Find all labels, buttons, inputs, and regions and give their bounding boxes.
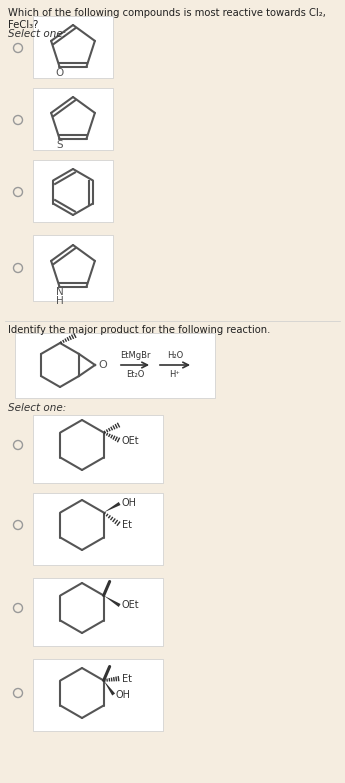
FancyBboxPatch shape: [33, 659, 163, 731]
Text: Et: Et: [122, 673, 132, 684]
FancyBboxPatch shape: [33, 578, 163, 646]
Text: Et: Et: [122, 519, 132, 529]
Text: H⁺: H⁺: [169, 370, 180, 379]
Text: O: O: [98, 360, 107, 370]
FancyBboxPatch shape: [15, 333, 215, 398]
Text: OEt: OEt: [122, 435, 139, 446]
Polygon shape: [104, 680, 115, 695]
FancyBboxPatch shape: [33, 88, 113, 150]
Text: S: S: [56, 139, 63, 150]
Text: OH: OH: [116, 691, 131, 701]
FancyBboxPatch shape: [33, 160, 113, 222]
Text: Which of the following compounds is most reactive towards Cl₂, FeCl₃?: Which of the following compounds is most…: [8, 8, 326, 30]
Text: OH: OH: [122, 499, 137, 508]
Text: N: N: [56, 287, 63, 297]
Polygon shape: [104, 502, 120, 513]
FancyBboxPatch shape: [33, 415, 163, 483]
Text: H₂O: H₂O: [167, 351, 183, 360]
Text: Select one:: Select one:: [8, 403, 66, 413]
Text: O: O: [55, 67, 63, 78]
Polygon shape: [104, 596, 121, 607]
Text: H: H: [56, 296, 63, 305]
Text: Et₂O: Et₂O: [126, 370, 144, 379]
FancyBboxPatch shape: [33, 493, 163, 565]
FancyBboxPatch shape: [33, 16, 113, 78]
FancyBboxPatch shape: [33, 235, 113, 301]
Text: OEt: OEt: [122, 601, 139, 611]
Text: EtMgBr: EtMgBr: [120, 351, 150, 360]
Text: Identify the major product for the following reaction.: Identify the major product for the follo…: [8, 325, 270, 335]
Text: Select one:: Select one:: [8, 29, 66, 39]
